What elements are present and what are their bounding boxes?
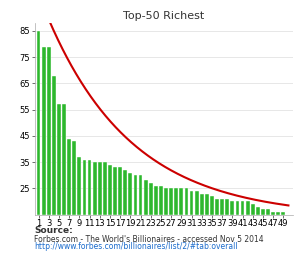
Bar [57,104,61,215]
Bar [174,188,178,215]
Bar [67,139,71,215]
Bar [72,141,76,215]
Bar [230,201,234,215]
Bar [144,180,148,215]
Bar [113,167,117,215]
Bar [179,188,183,215]
Bar [205,194,209,215]
Text: Source:: Source: [34,226,73,235]
Bar [118,167,122,215]
Text: Forbes.com - The World's Billionaires - accessed Nov 5 2014: Forbes.com - The World's Billionaires - … [34,235,264,244]
Bar [108,165,112,215]
Bar [62,104,66,215]
Bar [169,188,173,215]
Bar [184,188,188,215]
Bar [123,170,127,215]
Bar [210,196,214,215]
Bar [47,47,51,215]
Bar [215,199,219,215]
Bar [246,201,250,215]
Bar [37,31,41,215]
Bar [276,212,280,215]
Bar [42,47,46,215]
Bar [128,173,132,215]
Bar [195,191,199,215]
Bar [281,212,285,215]
Bar [200,194,204,215]
Bar [261,209,265,215]
Bar [149,183,153,215]
Bar [93,162,97,215]
Text: http://www.forbes.com/billionaires/list/2/#tab:overall: http://www.forbes.com/billionaires/list/… [34,242,238,251]
Bar [236,201,239,215]
Bar [82,160,86,215]
Bar [220,199,224,215]
Bar [154,186,158,215]
Bar [164,188,168,215]
Title: Top-50 Richest: Top-50 Richest [123,11,204,21]
Bar [256,207,260,215]
Bar [139,175,142,215]
Bar [77,157,81,215]
Bar [271,212,275,215]
Bar [251,204,255,215]
Bar [190,191,194,215]
Bar [134,175,137,215]
Bar [103,162,107,215]
Bar [88,160,92,215]
Bar [241,201,244,215]
Bar [159,186,163,215]
Bar [225,199,229,215]
Bar [266,209,270,215]
Bar [98,162,102,215]
Bar [52,76,56,215]
